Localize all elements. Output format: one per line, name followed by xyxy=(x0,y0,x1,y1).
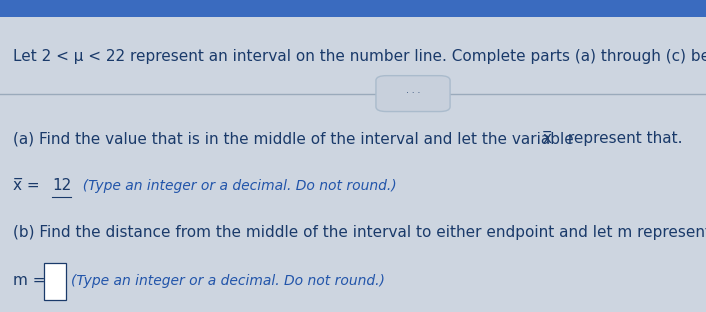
Text: (a) Find the value that is in the middle of the interval and let the variable: (a) Find the value that is in the middle… xyxy=(13,131,578,146)
Text: (Type an integer or a decimal. Do not round.): (Type an integer or a decimal. Do not ro… xyxy=(71,274,385,288)
FancyBboxPatch shape xyxy=(0,0,706,17)
FancyBboxPatch shape xyxy=(376,76,450,112)
Text: x̅ =: x̅ = xyxy=(13,178,44,193)
FancyBboxPatch shape xyxy=(44,263,66,300)
Text: x̅: x̅ xyxy=(543,131,552,146)
Text: Let 2 < μ < 22 represent an interval on the number line. Complete parts (a) thro: Let 2 < μ < 22 represent an interval on … xyxy=(13,49,706,64)
Text: (b) Find the distance from the middle of the interval to either endpoint and let: (b) Find the distance from the middle of… xyxy=(13,225,706,240)
Text: (Type an integer or a decimal. Do not round.): (Type an integer or a decimal. Do not ro… xyxy=(74,179,397,193)
Text: · · ·: · · · xyxy=(406,89,420,98)
Text: 12: 12 xyxy=(52,178,71,193)
Text: m =: m = xyxy=(13,273,50,288)
Text: represent that.: represent that. xyxy=(563,131,682,146)
